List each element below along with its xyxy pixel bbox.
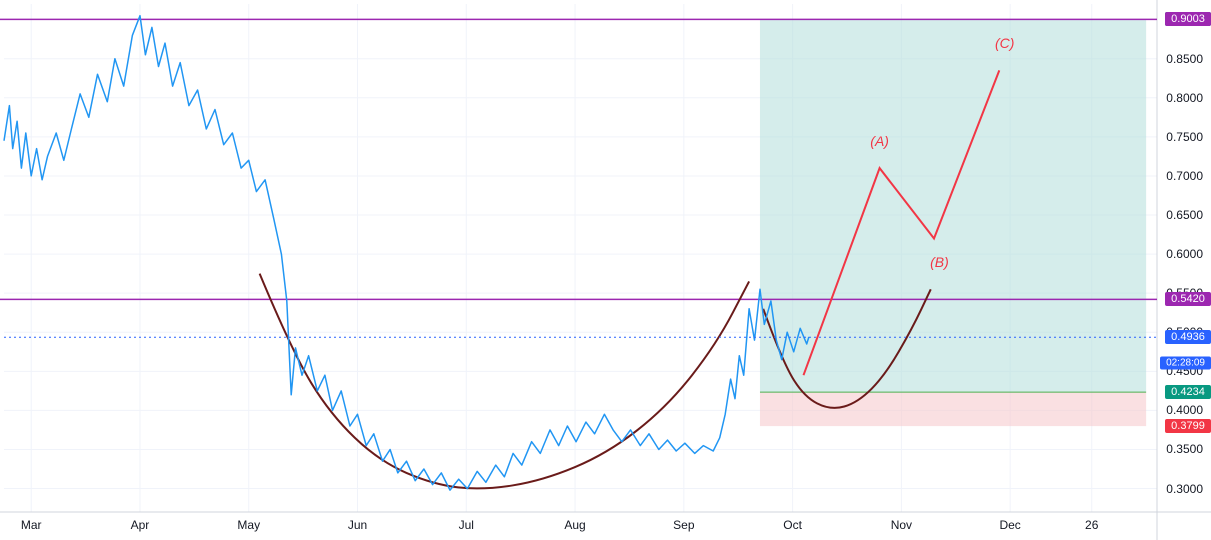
elliott-label: (C) bbox=[995, 35, 1014, 51]
elliott-label: (B) bbox=[930, 254, 949, 270]
elliott-wave-labels: (A) (B) (C) bbox=[0, 0, 1211, 540]
elliott-label: (A) bbox=[870, 133, 889, 149]
chart-root: XRP / TetherUS, 4h, BINANCE USDT MarAprM… bbox=[0, 0, 1211, 540]
